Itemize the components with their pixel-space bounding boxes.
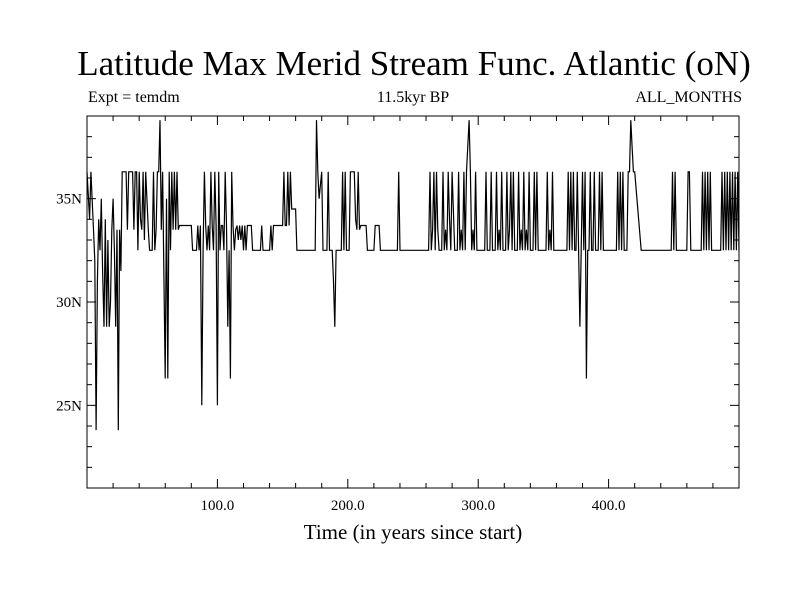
x-tick-label: 300.0 — [461, 498, 495, 514]
y-tick-label: 35N — [56, 192, 82, 208]
y-tick-label: 25N — [56, 398, 82, 414]
experiment-label: Expt = temdm — [88, 89, 180, 106]
chart-title: Latitude Max Merid Stream Func. Atlantic… — [77, 44, 751, 83]
chart-subtitle: 11.5kyr BP — [376, 89, 450, 106]
y-tick-label: 30N — [56, 295, 82, 311]
plot-frame — [86, 115, 740, 489]
x-tick-label: 100.0 — [201, 498, 235, 514]
x-axis-label: Time (in years since start) — [304, 520, 523, 544]
series-line — [86, 120, 740, 431]
axis-ticks — [87, 116, 739, 488]
tick-labels: 100.0 200.0 300.0 400.0 25N 30N 35N — [56, 192, 625, 514]
x-tick-label: 200.0 — [331, 498, 365, 514]
months-label: ALL_MONTHS — [635, 89, 742, 106]
x-tick-label: 400.0 — [592, 498, 626, 514]
